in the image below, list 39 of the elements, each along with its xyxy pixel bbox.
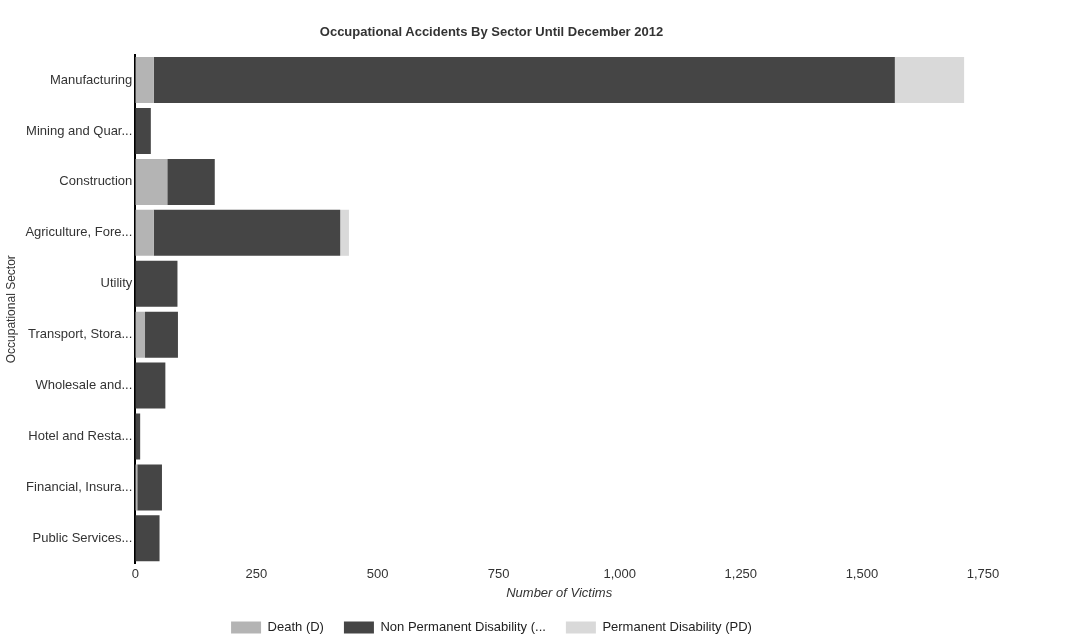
legend-label: Death (D) <box>267 619 324 635</box>
bar <box>135 362 166 409</box>
x-axis-title: Number of Victims <box>506 584 613 600</box>
bar <box>135 158 168 205</box>
y-tick-label: Mining and Quar... <box>26 122 133 138</box>
y-tick-label: Financial, Insura... <box>26 479 133 494</box>
bar <box>894 57 965 104</box>
x-tick-label: 0 <box>131 566 139 582</box>
y-tick-label: Manufacturing <box>49 71 133 87</box>
y-tick-label: Utility <box>100 275 133 291</box>
legend-label: Non Permanent Disability (... <box>380 619 546 635</box>
x-tick-label: 500 <box>366 566 389 582</box>
bar <box>137 464 162 511</box>
y-tick-label: Public Services... <box>32 529 133 545</box>
y-tick-label: Hotel and Resta... <box>28 428 133 444</box>
chart-title: Occupational Accidents By Sector Until December 2012 <box>319 24 664 40</box>
bar <box>135 311 146 358</box>
legend-label: Permanent Disability (PD) <box>602 619 752 635</box>
x-tick-label: 1,750 <box>966 566 1000 582</box>
x-tick-label: 1,000 <box>603 566 636 582</box>
x-tick-label: 1,250 <box>724 566 758 582</box>
x-tick-label: 750 <box>487 566 510 582</box>
bar <box>145 311 178 358</box>
y-axis-title: Occupational Sector <box>3 255 18 364</box>
x-tick-label: 250 <box>245 566 268 582</box>
y-tick-label: Construction <box>59 173 133 189</box>
bar <box>153 57 895 104</box>
x-tick-label: 1,500 <box>845 566 879 582</box>
bar <box>135 515 160 562</box>
bar <box>135 57 154 104</box>
bar <box>135 260 178 307</box>
bar <box>153 209 341 256</box>
bar <box>340 209 349 256</box>
y-tick-label: Agriculture, Fore... <box>25 224 133 240</box>
bar <box>135 209 154 256</box>
y-tick-label: Transport, Stora... <box>28 326 133 342</box>
y-tick-label: Wholesale and... <box>35 377 133 393</box>
bar <box>167 158 215 205</box>
bar <box>135 108 151 154</box>
